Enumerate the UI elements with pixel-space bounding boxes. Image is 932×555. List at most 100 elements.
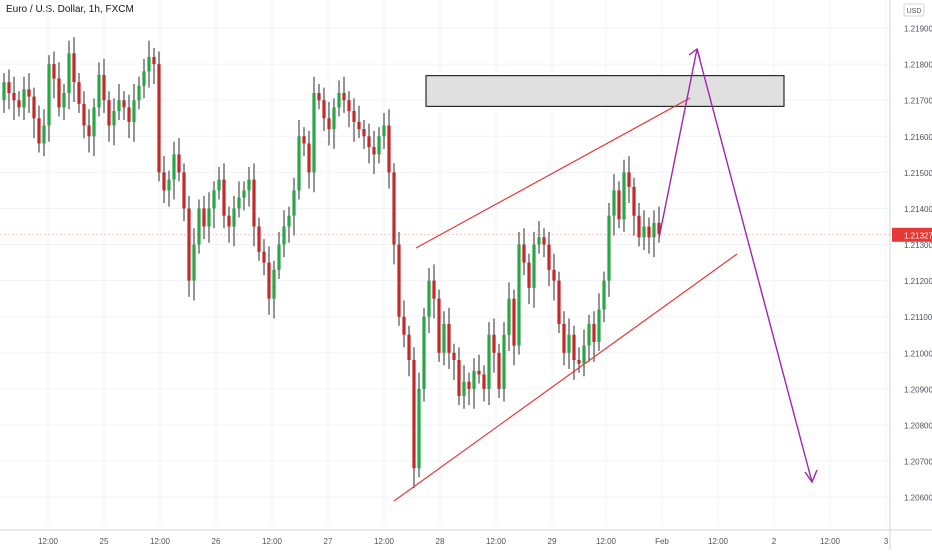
x-tick-label: 3: [884, 537, 889, 546]
candle-body: [347, 100, 351, 112]
candle-body: [357, 121, 361, 130]
annotations-under: [425, 75, 785, 107]
candle-body: [127, 107, 131, 122]
candle-body: [337, 92, 341, 108]
candle-body: [607, 215, 611, 281]
candle-body: [382, 125, 386, 137]
candle-body: [457, 360, 461, 397]
candle-body: [92, 107, 96, 137]
candle-body: [427, 280, 431, 317]
candle-body: [307, 143, 311, 173]
candle-body: [237, 197, 241, 209]
candle-body: [482, 374, 486, 389]
candle-body: [277, 244, 281, 270]
candle-body: [467, 381, 471, 389]
candle-body: [497, 352, 501, 389]
candle-body: [612, 190, 616, 216]
candle-body: [112, 111, 116, 126]
candle-body: [562, 323, 566, 353]
candle-body: [62, 92, 66, 108]
candle-body: [232, 208, 236, 227]
candle-body: [222, 179, 226, 216]
y-tick-label: 1.21700: [904, 97, 932, 106]
candle-body: [212, 190, 216, 209]
candle-body: [217, 179, 221, 191]
candle-body: [502, 334, 506, 389]
candle-body: [272, 269, 276, 299]
candle-body: [527, 262, 531, 288]
last-price-tag: [892, 227, 932, 242]
wedge-upper-line: [415, 97, 691, 249]
candle-body: [372, 147, 376, 155]
projection-arrowhead-up: [688, 47, 701, 60]
candle-body: [407, 334, 411, 361]
candle-body: [367, 136, 371, 148]
candle-body: [332, 107, 336, 130]
candle-body: [197, 208, 201, 245]
candle-body: [262, 251, 266, 263]
candle-body: [282, 226, 286, 245]
candle-body: [257, 226, 261, 252]
x-tick-label: 2: [772, 537, 777, 546]
x-tick-label: 12:00: [150, 537, 171, 546]
candle-body: [42, 125, 46, 144]
candle-body: [532, 244, 536, 288]
candle-body: [447, 323, 451, 353]
y-tick-label: 1.21100: [904, 313, 932, 322]
candle-body: [352, 111, 356, 122]
last-price-label: 1.21327: [904, 231, 932, 240]
candle-body: [317, 92, 321, 101]
y-tick-label: 1.21200: [904, 277, 932, 286]
y-tick-label: 1.21300: [904, 241, 932, 250]
candle-body: [297, 136, 301, 191]
x-tick-label: 28: [436, 537, 445, 546]
candle-body: [162, 172, 166, 191]
candle-body: [167, 179, 171, 191]
candles: [2, 37, 661, 489]
candle-body: [312, 92, 316, 173]
candle-body: [247, 179, 251, 191]
candle-body: [632, 186, 636, 216]
candle-body: [97, 74, 101, 108]
candle-body: [132, 100, 136, 122]
x-tick-label: 27: [324, 537, 333, 546]
candle-body: [602, 280, 606, 310]
candle-body: [117, 100, 121, 112]
candle-body: [157, 64, 161, 173]
candle-body: [542, 237, 546, 245]
candle-body: [182, 172, 186, 209]
candle-body: [137, 85, 141, 101]
candle-body: [177, 154, 181, 173]
candle-body: [637, 215, 641, 238]
candle-body: [172, 154, 176, 180]
candle-body: [642, 226, 646, 238]
x-tick-label: 12:00: [596, 537, 617, 546]
candle-body: [647, 226, 651, 238]
candle-body: [152, 56, 156, 65]
x-tick-label: 29: [548, 537, 557, 546]
candle-body: [302, 136, 306, 144]
candle-body: [477, 370, 481, 375]
candle-body: [582, 345, 586, 364]
y-tick-label: 1.21800: [904, 61, 932, 70]
candle-body: [572, 334, 576, 361]
candle-body: [37, 118, 41, 144]
chart-title: Euro / U.S. Dollar, 1h, FXCM: [6, 4, 134, 15]
candle-body: [57, 78, 61, 108]
candle-body: [202, 208, 206, 227]
candle-body: [147, 56, 151, 72]
candle-body: [67, 53, 71, 93]
x-tick-label: 12:00: [820, 537, 841, 546]
candle-body: [652, 222, 656, 238]
candle-body: [392, 172, 396, 245]
y-tick-label: 1.20900: [904, 385, 932, 394]
y-tick-label: 1.21500: [904, 169, 932, 178]
candle-body: [537, 237, 541, 245]
candle-body: [567, 334, 571, 353]
candle-body: [17, 100, 21, 108]
candle-body: [452, 352, 456, 361]
candle-body: [362, 129, 366, 137]
candle-body: [242, 190, 246, 198]
